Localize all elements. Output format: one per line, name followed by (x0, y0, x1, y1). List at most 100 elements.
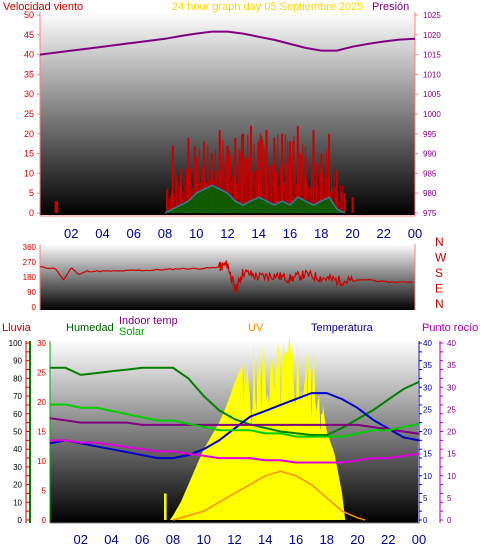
rain-axis-tick: 10 (13, 498, 22, 507)
temperature-axis-tick: 15 (423, 450, 432, 459)
pressure-axis-tick: 1000 (423, 110, 441, 119)
x-axis-tick-upper: 20 (345, 226, 359, 241)
compass-label: N (435, 297, 444, 311)
x-axis-tick-lower: 10 (197, 532, 211, 547)
x-axis-tick-upper: 16 (283, 226, 297, 241)
pressure-axis-tick: 990 (423, 150, 437, 159)
pressure-axis-tick: 1015 (423, 51, 441, 60)
chart-marks: 0510152025303540455097598098599099510001… (9, 10, 457, 547)
pressure-axis-tick: 995 (423, 130, 437, 139)
humidity-temp-axis-tick: 25 (37, 369, 46, 378)
temperature-line (49, 392, 420, 460)
rain-axis-tick: 90 (13, 357, 22, 366)
x-axis-tick-upper: 00 (408, 226, 422, 241)
dewpoint-axis-tick: 20 (447, 428, 456, 437)
temperature-axis-tick: 35 (423, 361, 432, 370)
rain-axis-tick: 0 (18, 516, 23, 525)
rain-axis-tick: 80 (13, 374, 22, 383)
rain-label: Lluvia (2, 322, 32, 334)
wind-axis-tick: 10 (24, 168, 34, 178)
compass-label: E (435, 282, 443, 296)
x-axis-tick-lower: 14 (258, 532, 272, 547)
wind-axis-tick: 35 (24, 69, 34, 79)
x-axis-tick-lower: 18 (320, 532, 334, 547)
x-axis-tick-upper: 22 (377, 226, 391, 241)
x-axis-tick-lower: 22 (381, 532, 395, 547)
uv-label: UV (248, 322, 264, 334)
x-axis-tick-upper: 06 (127, 226, 141, 241)
rain-axis-tick: 20 (13, 481, 22, 490)
compass-label: S (435, 266, 443, 280)
dewpoint-axis-tick: 25 (447, 405, 456, 414)
period-title: 24 hour graph day 05 Septiembre 2025 (172, 1, 363, 13)
temperature-axis-tick: 20 (423, 428, 432, 437)
x-axis-tick-upper: 04 (95, 226, 109, 241)
compass-label: W (435, 251, 447, 265)
humidity-label: Humedad (66, 322, 114, 334)
humidity-temp-axis-tick: 10 (37, 457, 46, 466)
dewpoint-axis-tick: 5 (447, 494, 452, 503)
temperature-label: Temperatura (311, 322, 374, 334)
direction-axis-tick: 90 (27, 288, 36, 297)
humidity-temp-axis-tick: 30 (37, 339, 46, 348)
humidity-temp-axis-tick: 15 (37, 428, 46, 437)
temperature-axis-tick: 5 (423, 494, 428, 503)
rain-axis-tick: 100 (9, 339, 23, 348)
temperature-axis-tick: 40 (423, 339, 432, 348)
x-axis-tick-lower: 04 (104, 532, 118, 547)
x-axis-tick-lower: 12 (227, 532, 241, 547)
rain-axis-tick: 70 (13, 392, 22, 401)
wind-axis-tick: 30 (24, 89, 34, 99)
dewpoint-axis-tick: 35 (447, 361, 456, 370)
humidity-temp-axis-tick: 20 (37, 398, 46, 407)
x-axis-tick-lower: 06 (135, 532, 149, 547)
pressure-axis-tick: 1005 (423, 90, 441, 99)
dewpoint-axis-tick: 30 (447, 383, 456, 392)
temperature-axis-tick: 30 (423, 383, 432, 392)
indoor-temp-label: Indoor temp (119, 315, 178, 327)
x-axis-tick-upper: 08 (158, 226, 172, 241)
pressure-axis-tick: 980 (423, 189, 437, 198)
pressure-label: Presión (372, 1, 409, 13)
dewpoint-axis-tick: 0 (447, 516, 452, 525)
direction-axis-tick: 270 (23, 258, 37, 267)
wind-speed-label: Velocidad viento (3, 1, 83, 13)
wind-axis-tick: 45 (24, 30, 34, 40)
wind-axis-tick: 25 (24, 109, 34, 119)
wind-axis-tick: 5 (29, 188, 34, 198)
wind-axis-tick: 0 (29, 208, 34, 218)
indoor-temp-line (50, 439, 420, 464)
indoor-solar-line (50, 403, 420, 438)
x-axis-tick-upper: 02 (64, 226, 78, 241)
pressure-axis-tick: 985 (423, 169, 437, 178)
rain-axis-tick: 40 (13, 445, 22, 454)
x-axis-tick-upper: 12 (220, 226, 234, 241)
x-axis-tick-upper: 14 (252, 226, 266, 241)
x-axis-tick-upper: 10 (189, 226, 203, 241)
rain-axis-tick: 50 (13, 428, 22, 437)
dewpoint-axis-tick: 40 (447, 339, 456, 348)
x-axis-tick-lower: 02 (74, 532, 88, 547)
humidity-line (50, 366, 420, 436)
x-axis-tick-lower: 00 (412, 532, 426, 547)
direction-axis-tick: 180 (23, 273, 37, 282)
pressure-line (39, 30, 416, 56)
humidity-temp-axis-tick: 0 (42, 516, 47, 525)
temperature-axis-tick: 0 (423, 516, 428, 525)
pressure-axis-tick: 1025 (423, 11, 441, 20)
wind-axis-tick: 50 (24, 10, 34, 20)
solar-label: Solar (119, 326, 145, 338)
rain-axis-tick: 60 (13, 410, 22, 419)
x-axis-tick-lower: 16 (289, 532, 303, 547)
direction-axis-tick: 360 (23, 243, 37, 252)
dewpoint-label: Punto rocío (422, 322, 478, 334)
pressure-axis-tick: 1020 (423, 31, 441, 40)
x-axis-tick-lower: 08 (166, 532, 180, 547)
wind-axis-tick: 15 (24, 149, 34, 159)
direction-axis-tick: 0 (32, 303, 37, 312)
wind-axis-tick: 20 (24, 129, 34, 139)
wind-speed-line (164, 184, 346, 214)
pressure-axis-tick: 975 (423, 209, 437, 218)
wind-axis-tick: 40 (24, 50, 34, 60)
